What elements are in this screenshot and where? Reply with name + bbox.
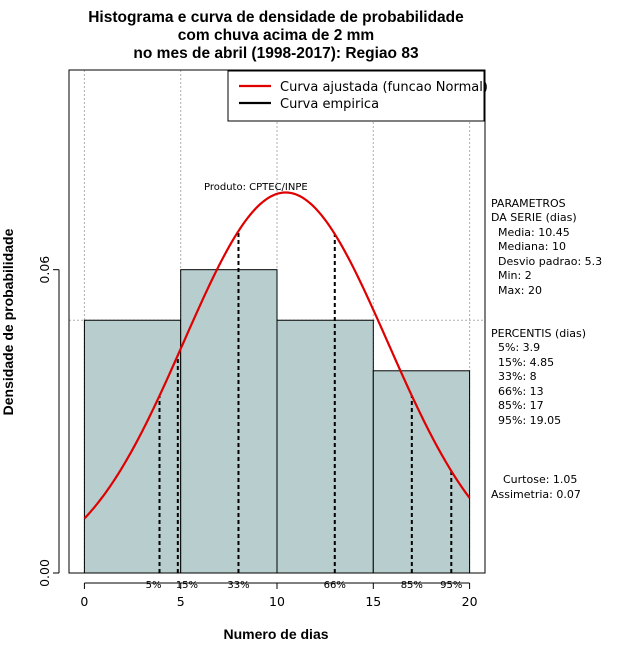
- percentile-item-5: 5%: 3.9: [498, 341, 540, 354]
- normal-curve-line: [83, 191, 471, 520]
- y-tick-label: 0.00: [37, 559, 52, 587]
- stat-assimetria: Assimetria: 0.07: [491, 488, 581, 501]
- histogram-bar: [180, 269, 278, 574]
- percentile-label: 15%: [176, 580, 198, 591]
- percentile-label: 66%: [324, 580, 346, 591]
- percentile-label: 33%: [227, 580, 249, 591]
- percentile-item-66: 66%: 13: [498, 385, 544, 398]
- axes-layer: 0 5 10 15 20 0.00 0.06: [37, 256, 478, 609]
- parameters-title-line-2: DA SERIE (dias): [491, 211, 577, 224]
- x-tick-label: 5: [177, 594, 185, 609]
- percentile-label: 85%: [401, 580, 423, 591]
- chart-title-line-2: com chuva acima de 2 mm: [178, 27, 374, 44]
- param-min: Min: 2: [498, 269, 532, 282]
- percentile-item-85: 85%: 17: [498, 399, 544, 412]
- x-tick-label: 15: [365, 594, 381, 609]
- percentile-item-95: 95%: 19.05: [498, 414, 561, 427]
- param-media: Media: 10.45: [498, 226, 570, 239]
- parameters-panel: PARAMETROS DA SERIE (dias) Media: 10.45 …: [491, 197, 602, 297]
- percentiles-panel: PERCENTIS (dias) 5%: 3.9 15%: 4.85 33%: …: [491, 327, 586, 427]
- percentiles-title: PERCENTIS (dias): [491, 327, 586, 340]
- parameters-title-line-1: PARAMETROS: [491, 197, 566, 210]
- product-note: Produto: CPTEC/INPE: [204, 182, 308, 193]
- legend-label-empirical: Curva empirica: [280, 97, 379, 112]
- x-axis-label: Numero de dias: [223, 626, 328, 642]
- plot-frame: [68, 69, 486, 574]
- param-max: Max: 20: [498, 284, 542, 297]
- stat-curtose: Curtose: 1.05: [503, 473, 577, 486]
- histogram-bar: [276, 319, 374, 574]
- x-tick-label: 10: [269, 594, 285, 609]
- x-tick-label: 0: [80, 594, 88, 609]
- y-tick-label: 0.06: [37, 256, 52, 284]
- bars-layer: [83, 269, 471, 574]
- percentile-item-33: 33%: 8: [498, 370, 537, 383]
- chart-title-line-3: no mes de abril (1998-2017): Regiao 83: [133, 45, 419, 62]
- shape-stats-panel: Curtose: 1.05 Assimetria: 0.07: [491, 473, 581, 501]
- percentile-label: 95%: [440, 580, 462, 591]
- param-mediana: Mediana: 10: [498, 240, 566, 253]
- legend: Curva ajustada (funcao Normal) Curva emp…: [227, 70, 488, 122]
- percentile-label: 5%: [146, 580, 162, 591]
- x-tick-label: 20: [462, 594, 478, 609]
- percentile-item-15: 15%: 4.85: [498, 356, 554, 369]
- percentile-layer: 5% 15% 33% 66% 85% 95%: [146, 231, 462, 591]
- y-axis-label: Densidade de probabilidade: [0, 228, 16, 415]
- histogram-bar: [372, 370, 471, 574]
- legend-box: [227, 70, 485, 122]
- legend-label-normal: Curva ajustada (funcao Normal): [280, 80, 488, 95]
- histogram-bar: [83, 319, 182, 574]
- param-desvio: Desvio padrao: 5.3: [498, 255, 602, 268]
- chart-title-line-1: Histograma e curva de densidade de proba…: [88, 9, 464, 26]
